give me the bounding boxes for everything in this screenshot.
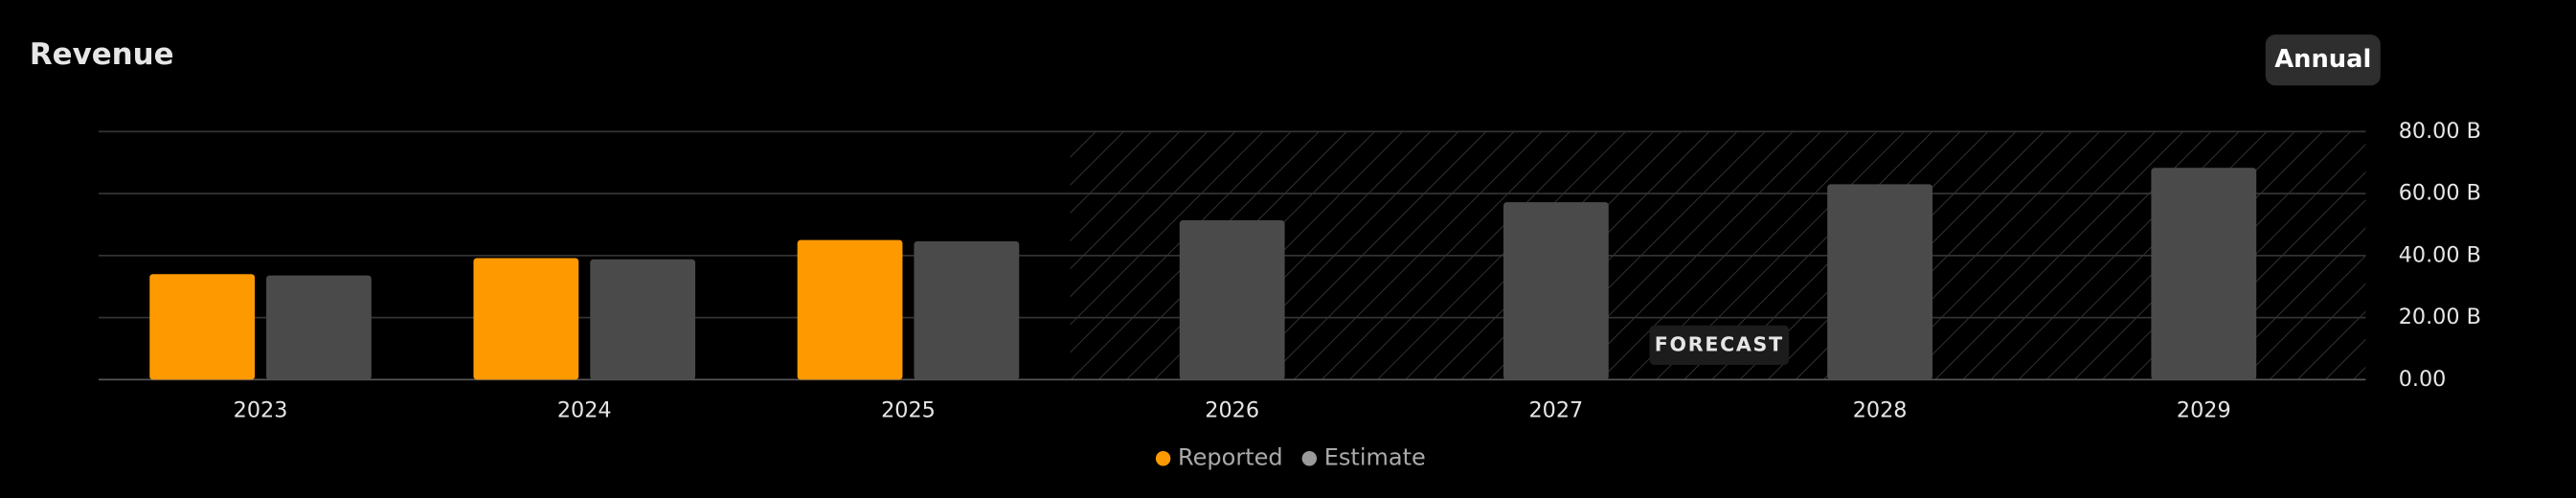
y-tick-label: 60.00 B — [2399, 181, 2481, 206]
legend-marker — [1155, 451, 1171, 466]
period-button-label[interactable]: Annual — [2274, 45, 2371, 74]
bar — [473, 258, 579, 380]
forecast-badge — [1649, 325, 1790, 365]
x-tick-label: 2026 — [1205, 397, 1259, 422]
y-tick-label: 20.00 B — [2399, 305, 2481, 329]
bar — [149, 274, 256, 380]
bar — [914, 240, 1020, 380]
y-tick-label: 0.00 — [2399, 367, 2447, 392]
chart-title: Revenue — [30, 37, 174, 72]
x-tick-label: 2025 — [881, 397, 936, 422]
x-tick-label: 2029 — [2177, 397, 2231, 422]
forecast-label: FORECAST — [1655, 332, 1784, 355]
bar — [797, 239, 903, 380]
bar — [590, 259, 696, 380]
bar — [1179, 219, 1285, 380]
x-tick-label: 2023 — [234, 397, 288, 422]
x-tick-label: 2024 — [557, 397, 612, 422]
bar — [266, 275, 372, 380]
x-tick-label: 2028 — [1853, 397, 1908, 422]
legend-label: Estimate — [1324, 444, 1426, 471]
bar — [1503, 202, 1609, 380]
x-tick-label: 2027 — [1529, 397, 1584, 422]
bar — [2151, 168, 2257, 380]
legend-marker — [1301, 451, 1318, 466]
bar — [1827, 184, 1932, 380]
legend-label: Reported — [1178, 444, 1283, 471]
period-button[interactable] — [2265, 34, 2381, 86]
y-tick-label: 40.00 B — [2399, 242, 2481, 267]
y-tick-label: 80.00 B — [2399, 119, 2481, 144]
